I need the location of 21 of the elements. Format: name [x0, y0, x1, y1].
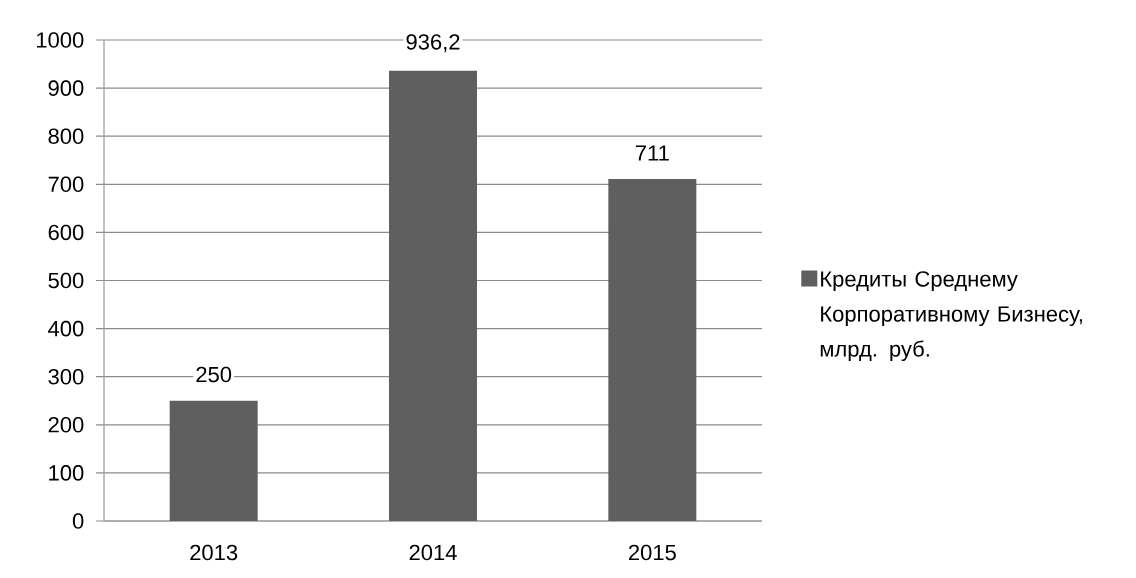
x-tick-label: 2015	[628, 544, 676, 561]
y-tick-label: 200	[48, 417, 84, 433]
bar	[389, 70, 477, 521]
y-tick-label: 300	[48, 368, 84, 385]
x-tick-label: 2013	[190, 544, 238, 561]
bar	[169, 400, 258, 521]
bar	[608, 179, 697, 521]
y-tick-label: 0	[72, 513, 84, 529]
y-tick-label: 400	[48, 320, 84, 337]
y-tick-label: 800	[48, 128, 84, 144]
y-tick-label: 1000	[37, 32, 84, 48]
x-tick-label: 2014	[409, 544, 457, 561]
legend-label: Кредиты Среднему Корпоративному Бизнесу, млрд. руб.	[820, 271, 1082, 362]
y-tick-label: 600	[48, 224, 84, 241]
y-tick-label: 500	[48, 272, 84, 289]
y-tick-label: 900	[48, 80, 84, 96]
y-tick-label: 700	[48, 176, 84, 193]
y-tick-label: 100	[49, 465, 84, 481]
data-label: 711	[635, 145, 669, 161]
data-label: 936,2	[406, 34, 460, 53]
data-label: 250	[196, 366, 232, 383]
